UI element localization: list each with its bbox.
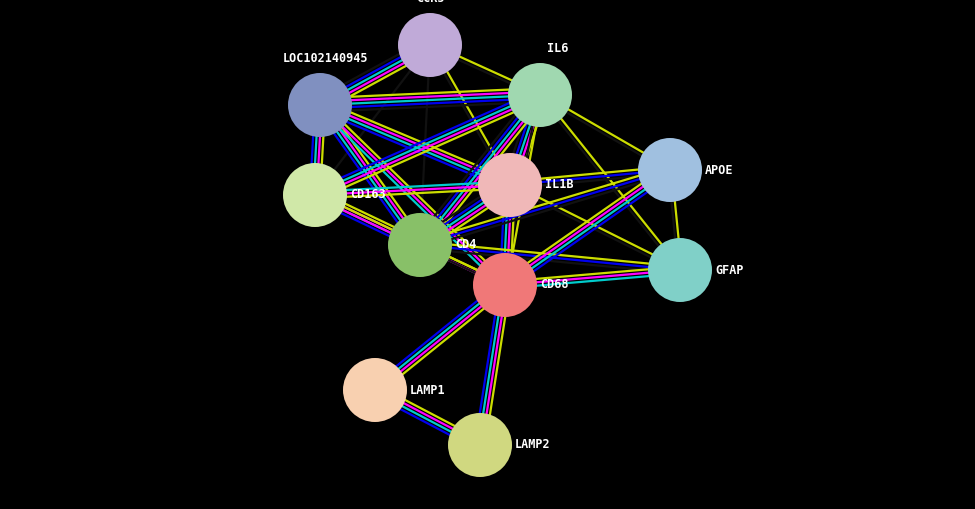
Circle shape — [638, 138, 702, 202]
Circle shape — [508, 63, 572, 127]
Text: LOC102140945: LOC102140945 — [282, 52, 368, 65]
Circle shape — [388, 213, 452, 277]
Text: IL6: IL6 — [547, 42, 568, 55]
Text: CCR5: CCR5 — [415, 0, 445, 5]
Text: IL1B: IL1B — [545, 179, 573, 191]
Text: CD4: CD4 — [455, 239, 477, 251]
Circle shape — [478, 153, 542, 217]
Text: CD163: CD163 — [350, 188, 386, 202]
Circle shape — [288, 73, 352, 137]
Circle shape — [343, 358, 407, 422]
Circle shape — [283, 163, 347, 227]
Circle shape — [473, 253, 537, 317]
Text: GFAP: GFAP — [715, 264, 744, 276]
Circle shape — [648, 238, 712, 302]
Text: CD68: CD68 — [540, 278, 568, 292]
Text: LAMP2: LAMP2 — [515, 438, 551, 451]
Text: APOE: APOE — [705, 163, 733, 177]
Circle shape — [398, 13, 462, 77]
Circle shape — [448, 413, 512, 477]
Text: LAMP1: LAMP1 — [410, 383, 446, 397]
